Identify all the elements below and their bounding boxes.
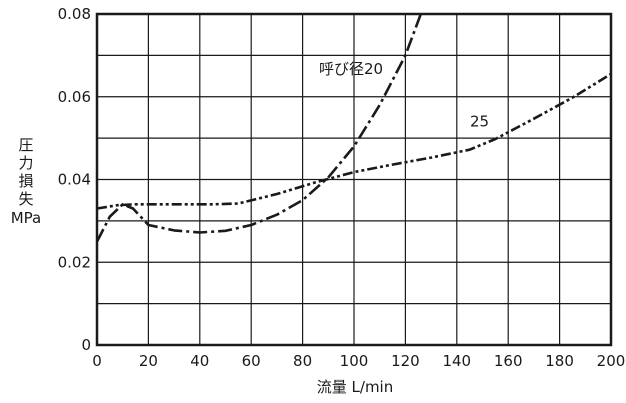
y-tick-labels: 0 0.02 0.04 0.06 0.08: [58, 5, 91, 354]
y-tick-label: 0.02: [58, 253, 91, 271]
y-axis-label-line: MPa: [11, 209, 42, 227]
x-tick-label: 160: [494, 352, 523, 370]
x-tick-label: 80: [293, 352, 312, 370]
y-axis-label-line: 損: [18, 172, 33, 190]
y-axis-label-line: 力: [18, 154, 33, 172]
x-tick-label: 100: [340, 352, 369, 370]
y-tick-label: 0.08: [58, 5, 91, 23]
grid: [97, 14, 611, 345]
x-tick-label: 20: [139, 352, 158, 370]
x-tick-label: 140: [442, 352, 471, 370]
y-tick-label: 0: [81, 336, 91, 354]
series-annotations: 呼び径20 25: [319, 60, 489, 131]
x-tick-label: 0: [92, 352, 102, 370]
series-line-2: [96, 72, 612, 210]
x-tick-label: 180: [545, 352, 574, 370]
x-tick-label: 120: [391, 352, 420, 370]
x-axis-label: 流量 L/min: [317, 378, 393, 396]
y-axis-label-line: 失: [18, 190, 33, 208]
plot-frame: [95, 12, 613, 347]
series-line-1: [95, 13, 423, 243]
x-tick-label: 200: [597, 352, 626, 370]
y-tick-label: 0.06: [58, 88, 91, 106]
series-lines: [95, 13, 612, 243]
x-tick-labels: 0 20 40 60 80 100 120 140 160 180 200: [92, 352, 625, 370]
series-annotation: 呼び径20: [319, 60, 383, 78]
series-annotation: 25: [470, 113, 489, 131]
y-tick-label: 0.04: [58, 171, 91, 189]
y-axis-label-line: 圧: [18, 136, 33, 154]
x-tick-label: 60: [242, 352, 261, 370]
x-tick-label: 40: [190, 352, 209, 370]
